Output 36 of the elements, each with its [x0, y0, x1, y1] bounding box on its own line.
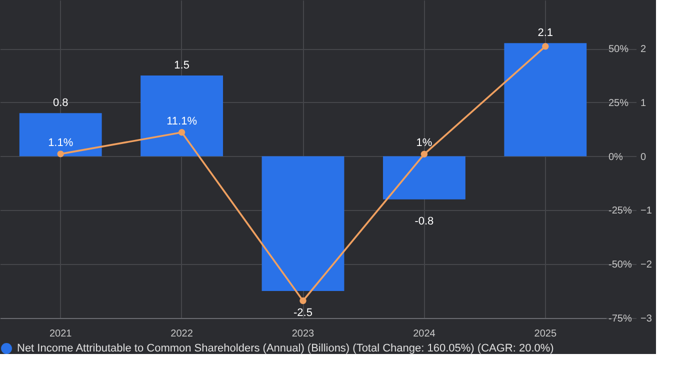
point	[420, 150, 428, 158]
data-label: 1%	[416, 137, 432, 150]
y2-tick-label: -50%	[608, 260, 632, 271]
x-tick-label: 2022	[170, 328, 194, 340]
point	[542, 43, 549, 50]
y-tick-label: 2	[640, 44, 646, 56]
bar	[140, 75, 224, 156]
point	[178, 129, 186, 136]
x-tick-label: 2024	[413, 328, 436, 340]
data-label: -2.5	[294, 307, 312, 320]
data-label: 0.8	[52, 97, 68, 110]
y2-tick-label: 0%	[608, 152, 624, 163]
point	[300, 297, 306, 304]
data-label: 1.1%	[48, 136, 74, 149]
y-tick-label: −1	[640, 206, 652, 217]
data-label: 2.1	[538, 27, 554, 40]
data-label: 11.1%	[166, 115, 198, 128]
y-tick-label: −3	[640, 314, 652, 324]
x-tick-label: 2025	[534, 328, 557, 340]
y2-tick-label: 50%	[608, 44, 629, 56]
bar	[382, 156, 466, 200]
y2-tick-label: -75%	[608, 314, 632, 324]
y-tick-label: 0	[640, 152, 646, 163]
y-tick-label: −2	[640, 260, 652, 271]
data-label: 1.5	[174, 59, 190, 72]
bar	[504, 43, 587, 156]
point	[57, 150, 64, 158]
data-label: -0.8	[414, 215, 434, 228]
x-tick-label: 2021	[49, 328, 72, 340]
bar	[19, 113, 102, 156]
y-tick-label: 1	[640, 98, 646, 109]
x-tick-label: 2023	[292, 328, 315, 340]
bar	[262, 156, 344, 292]
y2-tick-label: 25%	[608, 98, 629, 109]
legend-label: Net Income Attributable to Common Shareholders (Annual) (Billions) (Total Change: 160.05%) (CAGR: 20.0%)	[17, 342, 554, 354]
y2-tick-label: -25%	[608, 206, 632, 217]
